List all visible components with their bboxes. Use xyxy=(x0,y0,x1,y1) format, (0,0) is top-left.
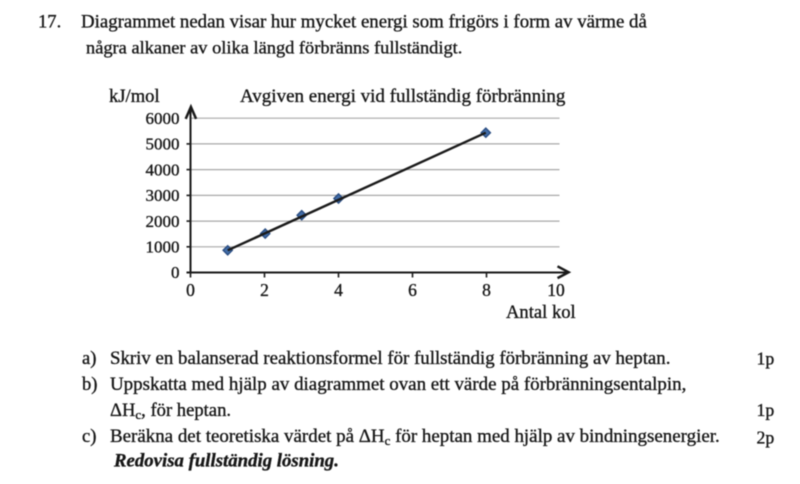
svg-text:1p: 1p xyxy=(757,349,775,369)
svg-text:2: 2 xyxy=(260,280,269,300)
svg-text:Skriv en balanserad reaktionsf: Skriv en balanserad reaktionsformel för … xyxy=(110,348,670,369)
svg-text:ΔHc, för heptan.: ΔHc, för heptan. xyxy=(110,400,231,422)
svg-text:Uppskatta med hjälp av diagram: Uppskatta med hjälp av diagrammet ovan e… xyxy=(110,374,686,395)
svg-text:Antal kol: Antal kol xyxy=(506,302,576,323)
svg-text:6: 6 xyxy=(408,280,417,300)
svg-text:2p: 2p xyxy=(757,428,775,448)
svg-text:Avgiven energi vid fullständig: Avgiven energi vid fullständig förbränni… xyxy=(240,86,566,107)
svg-text:4000: 4000 xyxy=(146,160,180,179)
svg-text:1p: 1p xyxy=(757,400,775,420)
svg-text:a): a) xyxy=(82,348,96,369)
svg-text:Diagrammet nedan visar hur myc: Diagrammet nedan visar hur mycket energi… xyxy=(81,12,647,33)
svg-text:3000: 3000 xyxy=(146,186,180,205)
svg-text:5000: 5000 xyxy=(146,135,180,154)
svg-text:0: 0 xyxy=(171,263,180,282)
svg-text:c): c) xyxy=(82,426,96,447)
svg-text:0: 0 xyxy=(186,280,195,300)
svg-text:4: 4 xyxy=(334,280,343,300)
svg-text:1000: 1000 xyxy=(146,237,180,256)
svg-text:b): b) xyxy=(82,374,98,395)
svg-text:kJ/mol: kJ/mol xyxy=(109,86,160,107)
svg-text:2000: 2000 xyxy=(146,212,180,231)
svg-text:några alkaner av olika längd f: några alkaner av olika längd förbränns f… xyxy=(86,38,462,58)
svg-text:17.: 17. xyxy=(38,12,61,33)
svg-text:6000: 6000 xyxy=(146,109,180,128)
svg-text:8: 8 xyxy=(482,280,491,300)
svg-text:Redovisa fullständig lösning.: Redovisa fullständig lösning. xyxy=(113,451,339,472)
svg-text:Beräkna det teoretiska värdet: Beräkna det teoretiska värdet på ΔHc för… xyxy=(110,426,720,448)
svg-text:10: 10 xyxy=(547,280,565,300)
